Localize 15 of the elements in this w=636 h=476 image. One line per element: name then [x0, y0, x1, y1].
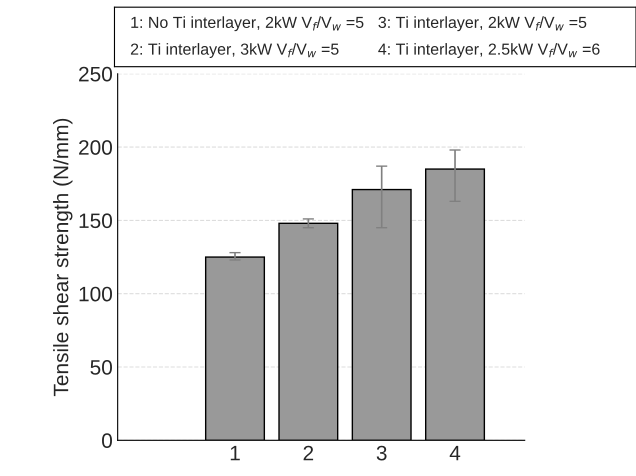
text: 2: Ti interlayer, 3kW V$_{f}$/V$_{w}$ =5	[130, 43, 339, 58]
x-tick-label: 2	[304, 446, 314, 460]
text: 4: Ti interlayer, 2.5kW V$_{f}$/V$_{w}$ =6	[378, 43, 600, 58]
y-axis-title: Tensile shear strength (N/mm)	[53, 118, 72, 396]
y-tick-label: 100	[80, 286, 112, 302]
text: 3: Ti interlayer, 2kW V$_{f}$/V$_{w}$ =5	[378, 16, 586, 32]
y-tick-label: 50	[90, 360, 112, 375]
y-tick-label: 0	[102, 433, 112, 448]
y-tick-label: 250	[79, 66, 112, 82]
x-tick-label: 1	[230, 446, 240, 460]
x-tick-label: 3	[376, 446, 387, 460]
y-tick-label: 200	[79, 140, 112, 155]
x-tick-label: 4	[450, 446, 460, 460]
y-tick-label: 150	[80, 213, 112, 228]
text: 1: No Ti interlayer, 2kW V$_{f}$/V$_{w}$ =5	[131, 16, 364, 32]
